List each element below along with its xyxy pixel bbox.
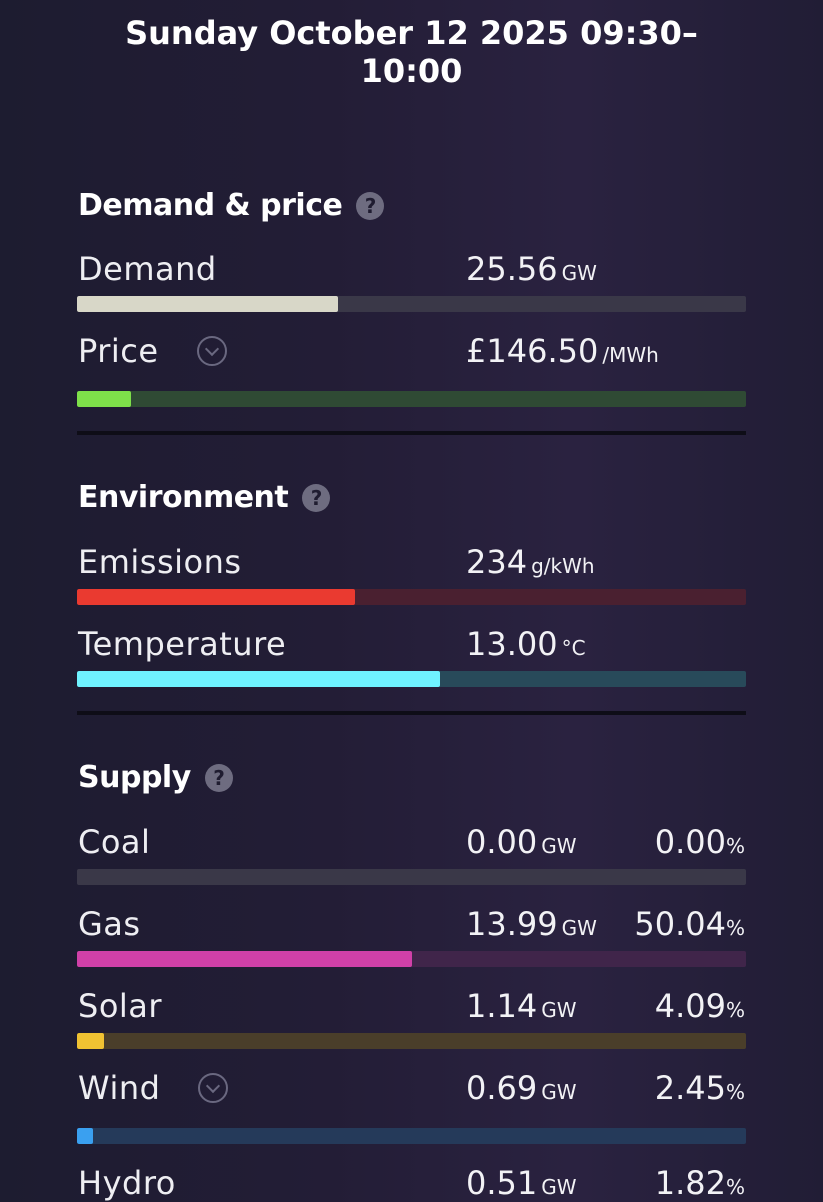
supply-pct-unit: % [725, 1080, 745, 1104]
emissions-value: 234 g/kWh [466, 543, 595, 581]
supply-bar-solar [77, 1033, 746, 1049]
supply-pct-number: 50.04 [634, 905, 726, 943]
section-demand-price: Demand & price ? [78, 188, 385, 223]
supply-bar-gas [77, 951, 746, 967]
supply-unit: GW [561, 916, 597, 940]
emissions-label-text: Emissions [78, 543, 242, 581]
supply-bar-fill [77, 1033, 105, 1049]
emissions-unit: g/kWh [531, 554, 595, 578]
supply-value-gas: 13.99 GW [466, 905, 597, 943]
supply-label-solar: Solar [78, 987, 162, 1025]
supply-pct-wind: 2.45% [655, 1069, 745, 1107]
price-unit: /MWh [602, 343, 659, 367]
supply-value-hydro: 0.51 GW [466, 1164, 577, 1202]
supply-number: 13.99 [466, 905, 558, 943]
supply-pct-unit: % [725, 916, 745, 940]
supply-bar-fill [77, 1128, 94, 1144]
supply-number: 0.69 [466, 1069, 538, 1107]
supply-pct-coal: 0.00% [655, 823, 745, 861]
supply-bar-fill [77, 951, 412, 967]
supply-label-hydro: Hydro [78, 1164, 176, 1202]
supply-pct-hydro: 1.82% [655, 1164, 745, 1202]
section-divider [77, 431, 746, 435]
price-value: £146.50/MWh [466, 332, 659, 370]
supply-label-coal: Coal [78, 823, 150, 861]
section-supply: Supply ? [78, 760, 233, 795]
price-number: £146.50 [466, 332, 599, 370]
emissions-bar [77, 589, 746, 605]
supply-pct-unit: % [725, 834, 745, 858]
supply-number: 0.00 [466, 823, 538, 861]
supply-bar-wind [77, 1128, 746, 1144]
help-icon[interactable]: ? [356, 191, 385, 220]
help-icon[interactable]: ? [302, 483, 331, 512]
supply-unit: GW [541, 1175, 577, 1199]
supply-pct-number: 2.45 [654, 1069, 726, 1107]
supply-label-text: Solar [78, 987, 163, 1025]
supply-pct-unit: % [725, 998, 745, 1022]
supply-label-text: Coal [78, 823, 151, 861]
emissions-label: Emissions [78, 543, 242, 581]
chevron-down-icon[interactable] [198, 1073, 229, 1103]
supply-label-text: Hydro [78, 1164, 176, 1202]
demand-bar [77, 296, 746, 312]
temperature-number: 13.00 [466, 625, 558, 663]
period-title: Sunday October 12 2025 09:30– 10:00 [0, 14, 823, 90]
price-bar [77, 391, 746, 407]
supply-label-text: Wind [78, 1069, 161, 1107]
section-heading: Environment [78, 480, 289, 515]
supply-unit: GW [541, 834, 577, 858]
temperature-unit: °C [561, 636, 586, 660]
emissions-number: 234 [466, 543, 528, 581]
supply-pct-solar: 4.09% [655, 987, 745, 1025]
supply-value-coal: 0.00 GW [466, 823, 577, 861]
supply-unit: GW [541, 998, 577, 1022]
supply-label-wind[interactable]: Wind [78, 1069, 229, 1107]
section-heading: Demand & price [78, 188, 343, 223]
section-divider [77, 711, 746, 715]
supply-pct-gas: 50.04% [634, 905, 745, 943]
supply-number: 1.14 [466, 987, 538, 1025]
supply-pct-number: 0.00 [654, 823, 726, 861]
supply-label-text: Gas [78, 905, 141, 943]
chevron-down-icon[interactable] [196, 336, 227, 366]
supply-number: 0.51 [466, 1164, 538, 1202]
demand-number: 25.56 [466, 250, 558, 288]
section-heading: Supply [78, 760, 191, 795]
supply-value-solar: 1.14 GW [466, 987, 577, 1025]
temperature-label: Temperature [78, 625, 286, 663]
price-label[interactable]: Price [78, 332, 227, 370]
emissions-bar-fill [77, 589, 355, 605]
price-label-text: Price [78, 332, 159, 370]
period-title-line1: Sunday October 12 2025 09:30– [125, 14, 698, 52]
help-icon[interactable]: ? [204, 763, 233, 792]
supply-pct-number: 1.82 [654, 1164, 726, 1202]
supply-label-gas: Gas [78, 905, 141, 943]
demand-label-text: Demand [78, 250, 217, 288]
demand-label: Demand [78, 250, 217, 288]
supply-value-wind: 0.69 GW [466, 1069, 577, 1107]
section-environment: Environment ? [78, 480, 331, 515]
temperature-bar [77, 671, 746, 687]
supply-pct-number: 4.09 [654, 987, 726, 1025]
period-title-line2: 10:00 [360, 52, 463, 90]
supply-pct-unit: % [725, 1175, 745, 1199]
temperature-value: 13.00 °C [466, 625, 586, 663]
temperature-bar-fill [77, 671, 441, 687]
demand-bar-fill [77, 296, 338, 312]
temperature-label-text: Temperature [78, 625, 287, 663]
supply-bar-coal [77, 869, 746, 885]
price-bar-fill [77, 391, 131, 407]
supply-unit: GW [541, 1080, 577, 1104]
demand-value: 25.56 GW [466, 250, 597, 288]
demand-unit: GW [561, 261, 597, 285]
